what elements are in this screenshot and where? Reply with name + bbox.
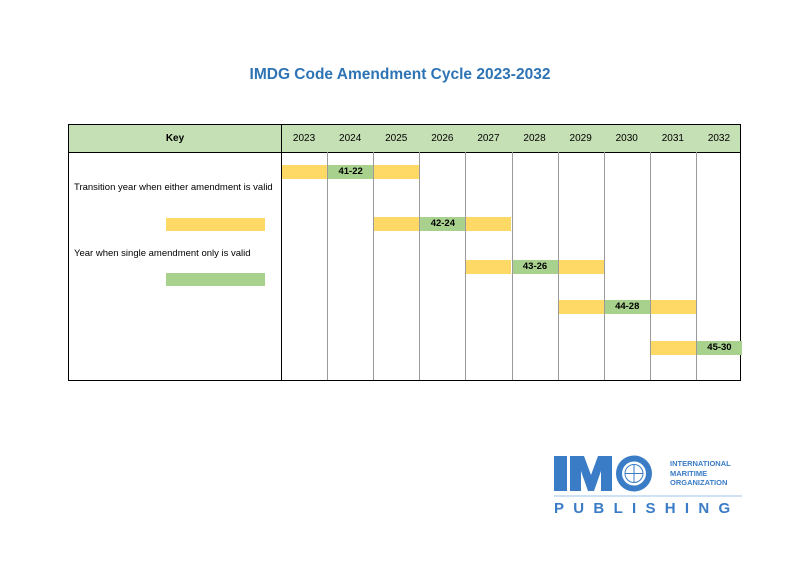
transition-bar-43-26 — [558, 260, 604, 274]
column-divider — [695, 152, 697, 380]
column-divider — [373, 152, 375, 380]
table-header-row — [69, 125, 740, 153]
year-header-2026: 2026 — [431, 133, 454, 144]
year-header-2025: 2025 — [385, 133, 408, 144]
amendment-bar-44-28: 44-28 — [604, 300, 650, 314]
transition-bar-45-30 — [650, 341, 696, 355]
logo-org-line-3: ORGANIZATION — [670, 478, 728, 487]
amendment-bar-42-24: 42-24 — [420, 217, 466, 231]
year-header-2032: 2032 — [707, 133, 731, 144]
key-single-swatch — [166, 273, 265, 286]
column-divider — [419, 152, 421, 380]
imo-logo — [554, 455, 742, 497]
amendment-cycle-table: Key 2023 2024 2025 2026 2027 2028 2029 2030 2031… — [68, 124, 742, 381]
column-divider — [281, 125, 282, 380]
column-divider — [327, 152, 329, 380]
logo-org-name: INTERNATIONAL MARITIME ORGANIZATION — [670, 459, 731, 488]
transition-bar-44-28 — [650, 300, 696, 314]
amendment-bar-43-26: 43-26 — [512, 260, 558, 274]
transition-bar-42-24 — [374, 217, 420, 231]
year-header-2029: 2029 — [569, 133, 592, 144]
column-divider — [511, 152, 513, 380]
amendment-bar-41-22: 41-22 — [328, 165, 374, 179]
page-title: IMDG Code Amendment Cycle 2023-2032 — [249, 66, 551, 83]
transition-bar-42-24 — [466, 217, 512, 231]
year-header-2024: 2024 — [339, 133, 362, 144]
transition-bar-41-22 — [282, 165, 328, 179]
column-divider — [649, 152, 651, 380]
year-header-2030: 2030 — [615, 133, 638, 144]
year-header-2028: 2028 — [523, 133, 546, 144]
column-divider — [557, 152, 559, 380]
year-header-2023: 2023 — [292, 133, 316, 144]
transition-bar-43-26 — [466, 260, 512, 274]
key-transition-swatch — [166, 218, 265, 231]
logo-org-line-1: INTERNATIONAL — [670, 459, 731, 468]
year-header-2031: 2031 — [661, 133, 684, 144]
key-header: Key — [165, 133, 185, 144]
column-divider — [603, 152, 605, 380]
logo-publishing: PUBLISHING — [554, 500, 740, 517]
column-divider — [465, 152, 467, 380]
transition-bar-44-28 — [558, 300, 604, 314]
logo-org-line-2: MARITIME — [670, 468, 708, 478]
transition-bar-41-22 — [374, 165, 420, 179]
amendment-bar-45-30: 45-30 — [696, 341, 742, 355]
key-single-label: Year when single amendment only is valid — [74, 248, 251, 259]
year-header-2027: 2027 — [477, 133, 500, 144]
key-transition-label: Transition year when either amendment is… — [74, 182, 273, 193]
